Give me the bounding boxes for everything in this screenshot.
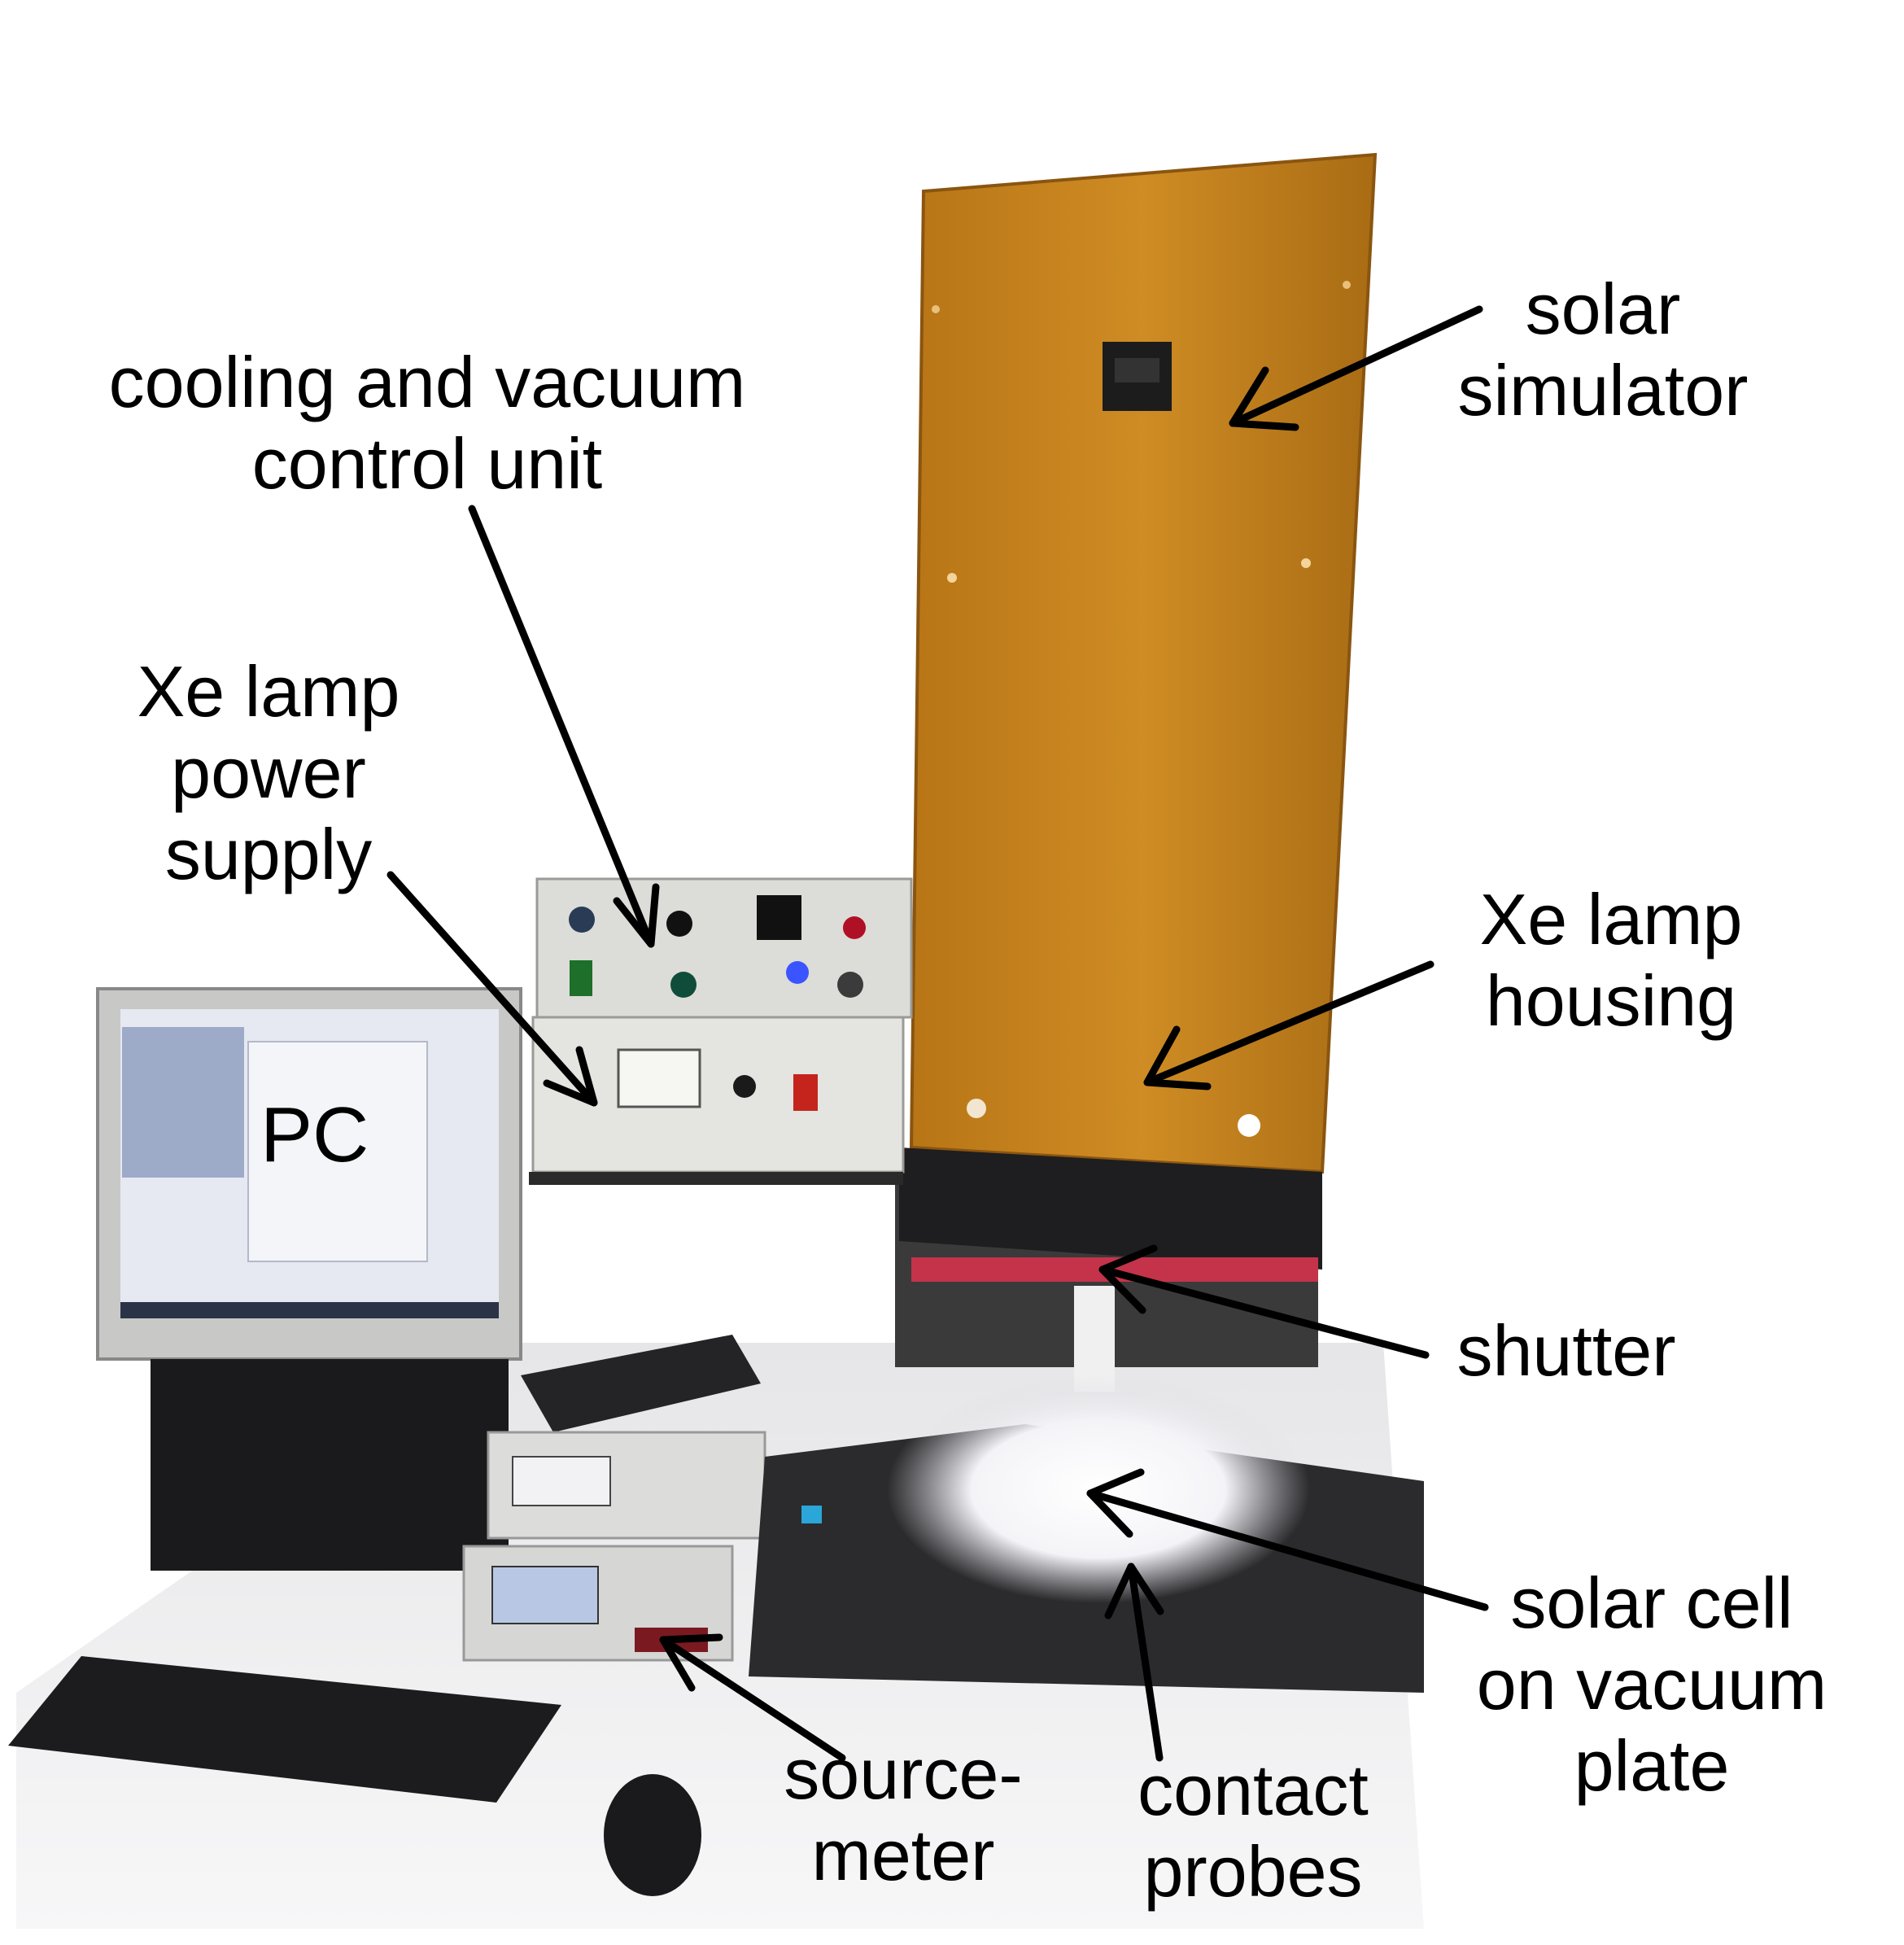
label-solar-cell: solar cell on vacuum plate <box>1444 1563 1859 1807</box>
label-solar-simulator: solar simulator <box>1420 269 1786 431</box>
arrow-head <box>543 1046 598 1107</box>
label-line: probes <box>1143 1831 1363 1912</box>
monitor-window-app <box>247 1041 428 1262</box>
label-pc: PC <box>260 1091 369 1178</box>
label-xe-lamp-housing: Xe lamp housing <box>1432 879 1790 1042</box>
multimeter-display <box>512 1456 611 1506</box>
panel-screw <box>1238 1114 1260 1137</box>
label-contact-probes: contact probes <box>1082 1750 1424 1912</box>
arrow-power-supply <box>386 871 598 1107</box>
label-line: simulator <box>1457 350 1749 431</box>
shutter-pin <box>1074 1286 1115 1392</box>
label-sourcemeter: source- meter <box>732 1733 1074 1896</box>
label-line: meter <box>811 1815 995 1895</box>
arrow-cooling-unit <box>468 505 655 948</box>
arrow-head <box>1086 1468 1145 1538</box>
monitor-window-left <box>122 1027 244 1178</box>
panel-screw <box>932 305 940 313</box>
arrow-solar-simulator <box>1229 305 1483 427</box>
multimeter-top <box>521 1335 761 1432</box>
panel-screw <box>947 573 957 583</box>
label-line: on vacuum <box>1476 1644 1828 1724</box>
arrow-head <box>1229 366 1299 431</box>
keyboard <box>8 1656 561 1803</box>
panel-screw <box>1343 281 1351 289</box>
cooling-unit-knob <box>837 972 863 998</box>
label-line: solar cell <box>1510 1563 1793 1643</box>
sourcemeter-display <box>491 1566 599 1624</box>
mouse <box>604 1774 701 1896</box>
monitor-taskbar <box>120 1302 499 1318</box>
label-line: plate <box>1574 1725 1730 1806</box>
power-supply-switch <box>793 1074 818 1111</box>
blue-tag <box>801 1506 822 1523</box>
label-line: power <box>171 732 366 813</box>
simulator-window-inner <box>1115 358 1159 382</box>
label-cooling-unit: cooling and vacuum control unit <box>49 342 806 505</box>
arrow-solar-cell <box>1086 1489 1489 1611</box>
cooling-unit-knob <box>670 972 697 998</box>
label-line: cooling and vacuum <box>108 342 746 422</box>
panel-screw <box>1301 558 1311 568</box>
cooling-unit-switch <box>570 960 592 996</box>
instrument-shelf <box>529 1172 903 1185</box>
arrow-lamp-housing <box>1143 960 1435 1086</box>
power-supply-meter <box>617 1048 701 1108</box>
arrow-head <box>1098 1244 1158 1314</box>
arrow-sourcemeter <box>659 1636 846 1762</box>
label-shutter: shutter <box>1456 1310 1676 1391</box>
cooling-unit-knob <box>569 907 595 933</box>
cooling-unit-display <box>757 895 801 940</box>
label-line: solar <box>1525 269 1681 349</box>
cooling-unit-led-red <box>843 916 866 939</box>
arrow-head <box>659 1633 723 1692</box>
cooling-unit-knob <box>666 911 692 937</box>
label-line: housing <box>1485 960 1737 1041</box>
arrow-head <box>1143 1025 1212 1091</box>
label-line: control unit <box>251 423 603 504</box>
label-xe-power-supply: Xe lamp power supply <box>90 651 448 895</box>
lamp-housing-base <box>899 1147 1322 1270</box>
arrow-head <box>613 883 660 948</box>
power-supply-knob <box>733 1075 756 1098</box>
label-line: Xe lamp <box>137 651 400 732</box>
label-line: contact <box>1138 1750 1369 1830</box>
arrow-head <box>1104 1563 1164 1619</box>
label-line: supply <box>164 814 373 894</box>
cooling-unit-led-blue <box>786 961 809 984</box>
arrow-shutter <box>1098 1265 1430 1359</box>
pc-tower <box>151 1359 509 1571</box>
label-line: Xe lamp <box>1479 879 1743 959</box>
arrow-contact-probes <box>1127 1563 1164 1762</box>
panel-screw <box>967 1099 986 1118</box>
label-line: source- <box>784 1733 1023 1814</box>
